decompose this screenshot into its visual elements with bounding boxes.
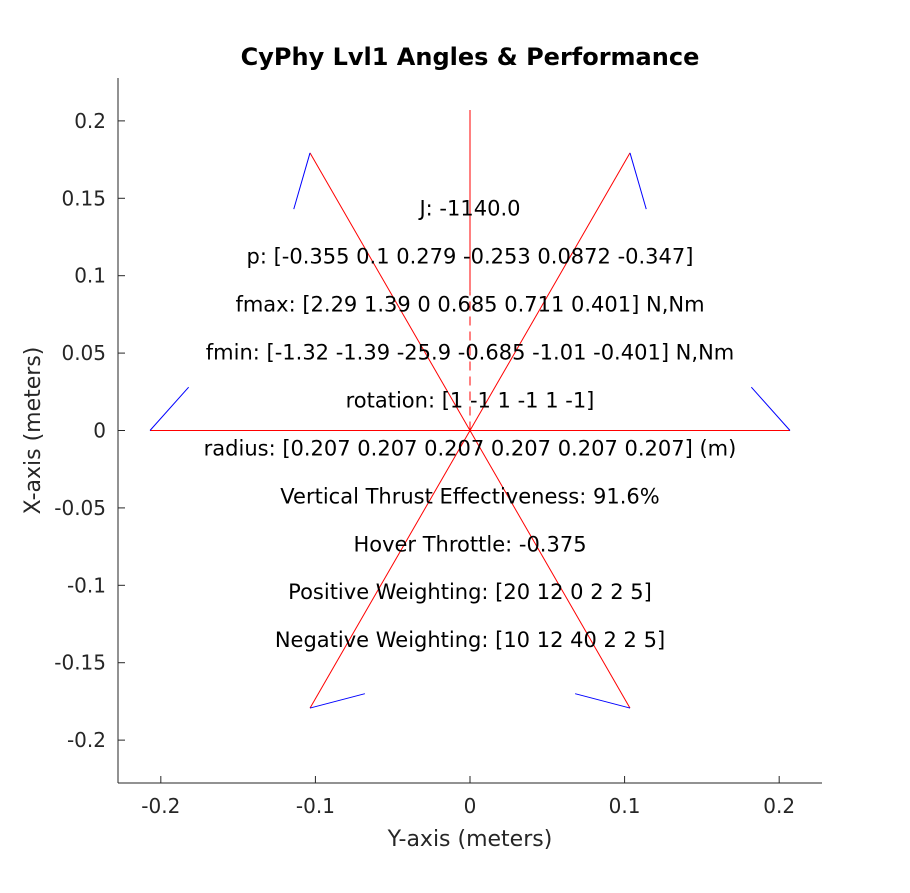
annotations: J: -1140.0 p: [-0.355 0.1 0.279 -0.253 0.… xyxy=(204,196,737,652)
y-tick-label: 0.05 xyxy=(61,341,106,365)
plot-marks xyxy=(149,110,791,709)
annotation-text: J: -1140.0 xyxy=(417,196,520,220)
annotation-text: Negative Weighting: [10 12 40 2 2 5] xyxy=(275,628,665,652)
annotation-text: radius: [0.207 0.207 0.207 0.207 0.207 0… xyxy=(204,436,737,460)
thrust-vector-line xyxy=(293,152,311,210)
thrust-vector-line xyxy=(149,386,190,431)
x-tick-label: 0 xyxy=(464,794,477,818)
x-tick-label: -0.2 xyxy=(141,794,180,818)
x-axis-label: Y-axis (meters) xyxy=(387,827,553,852)
axes: -0.2 -0.1 0 0.1 0.2 0.2 0.15 0.1 0.05 0 -0.05 -0.1 -… xyxy=(54,78,822,818)
y-tick-label: -0.15 xyxy=(54,651,106,675)
arm-line xyxy=(309,430,471,709)
y-tick-label: -0.1 xyxy=(67,573,106,597)
arm-line xyxy=(469,152,631,431)
thrust-vector-line xyxy=(309,693,366,709)
annotation-text: Vertical Thrust Effectiveness: 91.6% xyxy=(280,484,659,508)
annotation-text: rotation: [1 -1 1 -1 1 -1] xyxy=(346,388,595,412)
x-tick-label: -0.1 xyxy=(296,794,335,818)
annotation-text: fmax: [2.29 1.39 0 0.685 0.711 0.401] N,… xyxy=(235,292,704,316)
arm-line xyxy=(469,430,631,709)
x-tick-label: 0.1 xyxy=(609,794,641,818)
y-tick-label: 0.1 xyxy=(74,264,106,288)
y-tick-label: 0.2 xyxy=(74,109,106,133)
y-tick-label: -0.2 xyxy=(67,728,106,752)
chart-title: CyPhy Lvl1 Angles & Performance xyxy=(241,43,700,71)
y-tick-label: -0.05 xyxy=(54,496,106,520)
y-axis-label: X-axis (meters) xyxy=(21,347,46,515)
thrust-vector-line xyxy=(750,386,791,431)
y-tick-label: 0 xyxy=(93,419,106,443)
arm-line xyxy=(309,152,471,431)
thrust-vector-line xyxy=(574,693,631,709)
annotation-text: fmin: [-1.32 -1.39 -25.9 -0.685 -1.01 -0… xyxy=(206,340,734,364)
annotation-text: p: [-0.355 0.1 0.279 -0.253 0.0872 -0.34… xyxy=(247,244,694,268)
x-tick-label: 0.2 xyxy=(763,794,795,818)
annotation-text: Hover Throttle: -0.375 xyxy=(353,532,586,556)
annotation-text: Positive Weighting: [20 12 0 2 2 5] xyxy=(288,580,652,604)
y-tick-label: 0.15 xyxy=(61,186,106,210)
thrust-vector-line xyxy=(629,152,647,210)
